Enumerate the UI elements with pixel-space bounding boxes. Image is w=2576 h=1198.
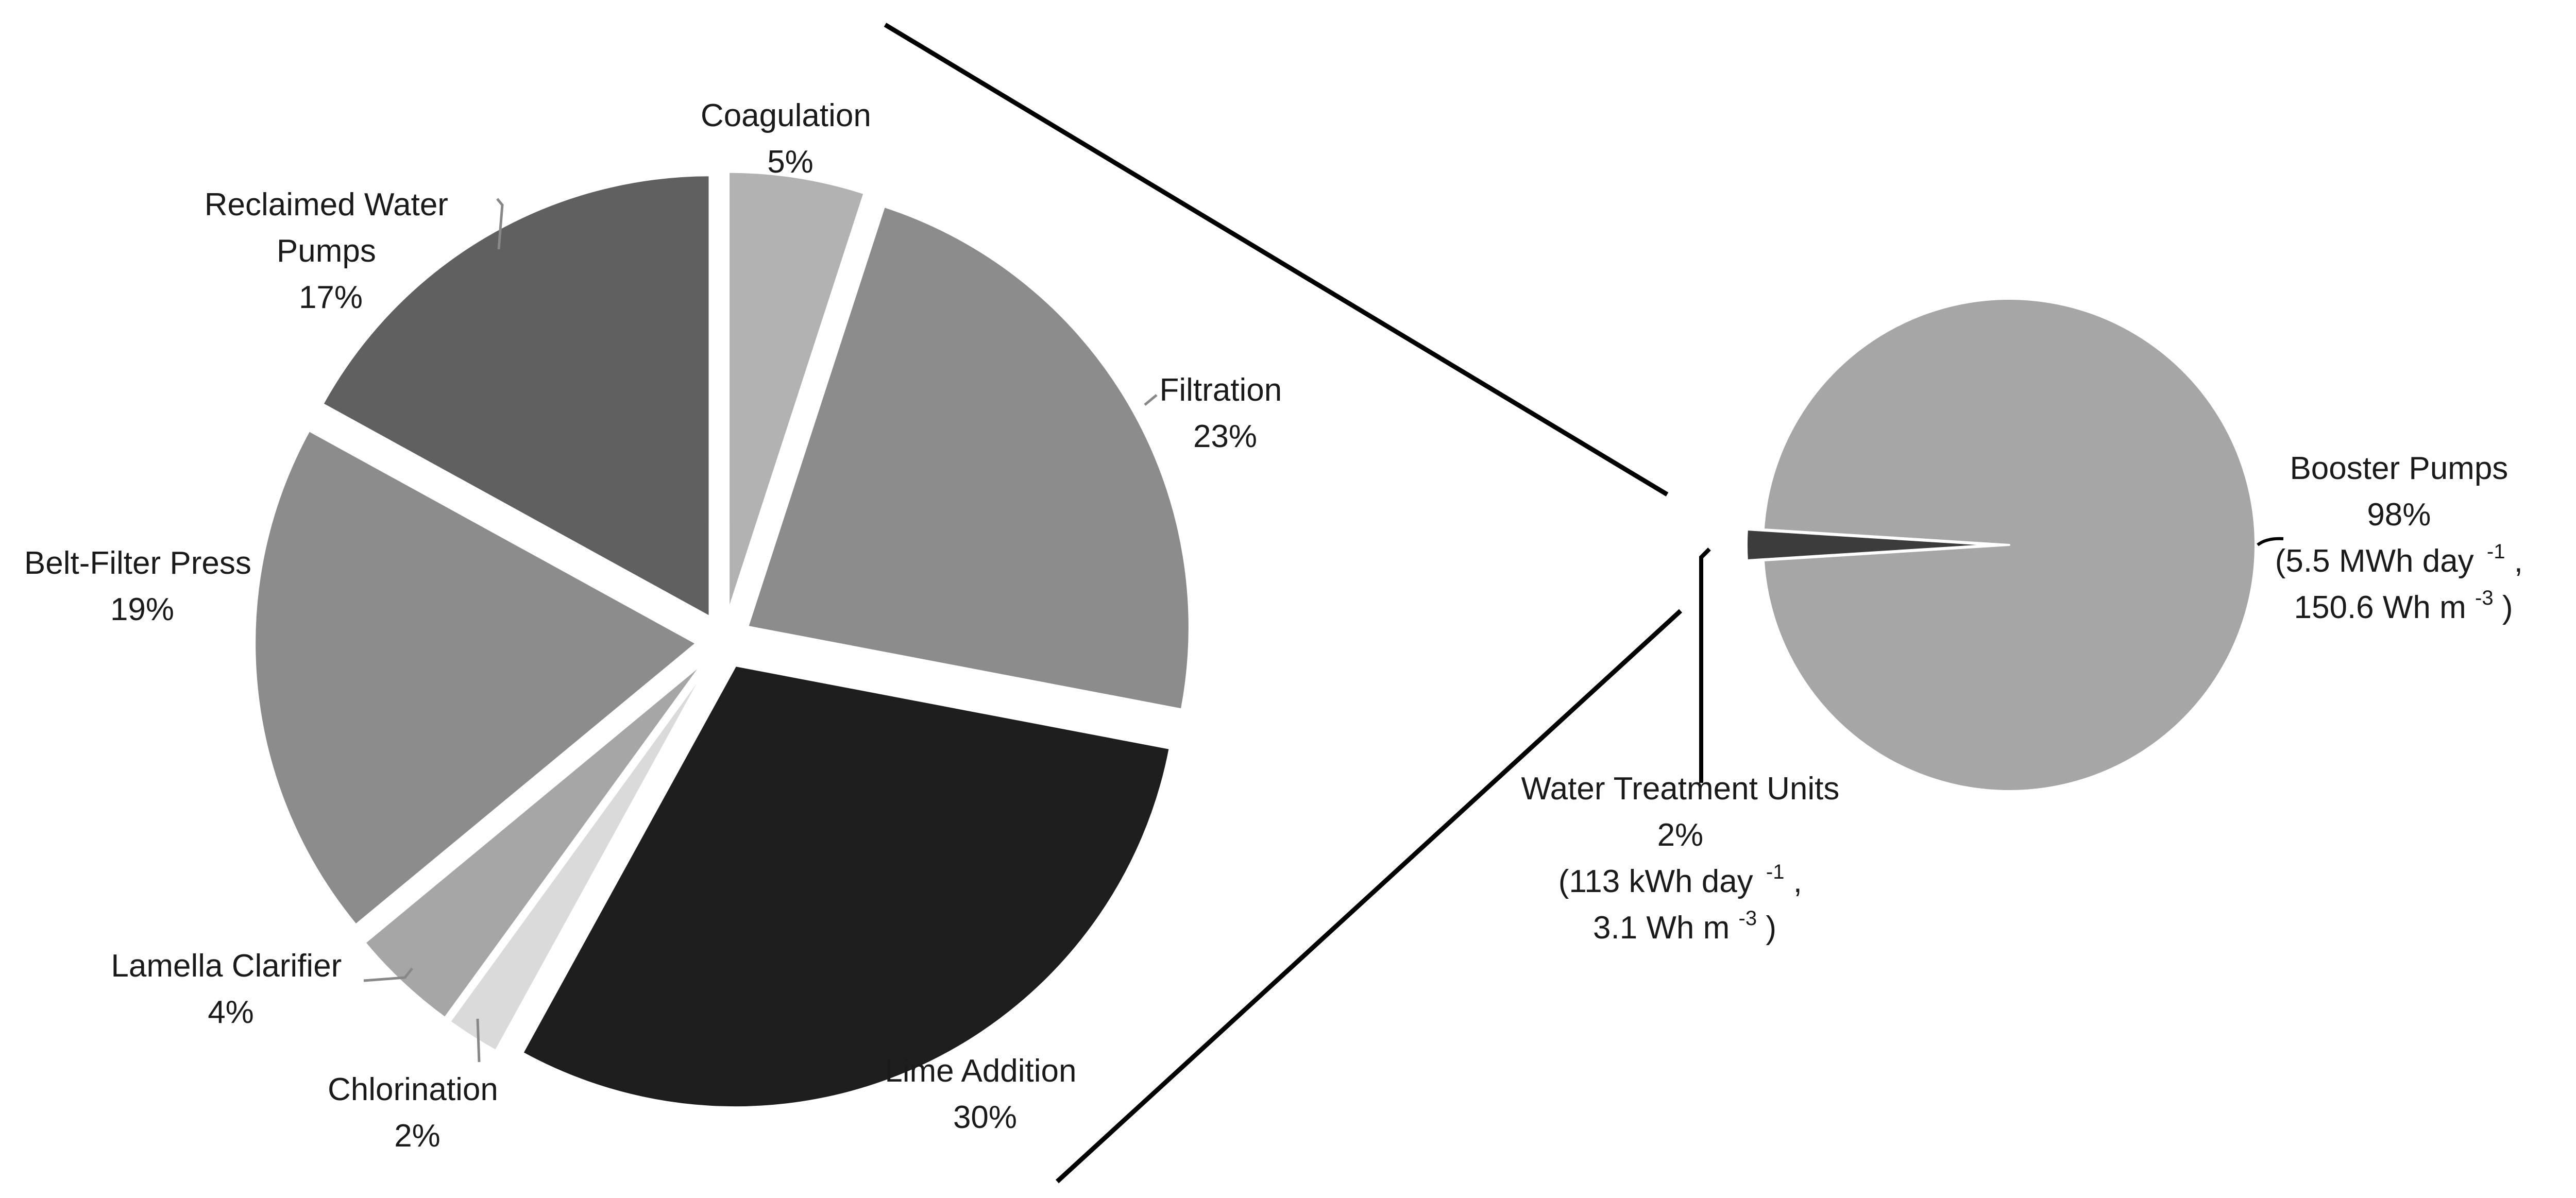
slice-detail-line2: 3.1 Wh m -3 ) <box>1593 897 1776 946</box>
label-filtration: Filtration 23% <box>1160 372 1291 454</box>
pie-slice-belt-filter-press <box>252 428 699 928</box>
slice-label-name-line1: Reclaimed Water <box>205 187 448 223</box>
connector-line-top <box>884 23 1669 497</box>
slice-label-percent: 19% <box>110 592 174 627</box>
leader-booster-pumps <box>2257 537 2284 546</box>
label-water-treatment-units: Water Treatment Units 2% (113 kWh day -1… <box>1521 771 1848 946</box>
slice-label-percent: 2% <box>1657 817 1704 853</box>
slice-detail-line2: 150.6 Wh m -3 ) <box>2294 576 2513 625</box>
slice-label-percent: 30% <box>953 1100 1017 1135</box>
slice-detail-superscript: -3 <box>2475 587 2494 609</box>
slice-detail-tail: ) <box>1766 910 1776 946</box>
slice-detail-tail: ) <box>2502 590 2513 625</box>
slice-detail-line1: (113 kWh day -1 , <box>1558 850 1811 899</box>
slice-label-percent: 5% <box>767 144 814 180</box>
pie-slice-reclaimed-water-pumps <box>320 173 712 620</box>
slice-detail-value: 3.1 Wh m <box>1593 910 1730 946</box>
slice-detail-tail: , <box>2514 543 2523 579</box>
pie-slice-coagulation <box>726 169 867 616</box>
label-lamella-clarifier: Lamella Clarifier 4% <box>111 948 350 1030</box>
slice-detail-superscript: -1 <box>2487 540 2505 563</box>
slice-label-name: Chlorination <box>328 1072 498 1107</box>
slice-label-name-line2: Pumps <box>277 233 376 269</box>
pie-slice-lime-addition <box>520 663 1172 1110</box>
slice-label-name: Booster Pumps <box>2290 451 2508 486</box>
pie-slice-lamella-clarifier <box>362 658 707 1020</box>
pie-slice-water-treatment-units <box>1745 528 1994 561</box>
label-reclaimed-water-pumps: Reclaimed Water Pumps 17% <box>205 187 457 315</box>
slice-detail-line1: (5.5 MWh day -1 , <box>2275 530 2532 579</box>
pie-slice-filtration <box>745 204 1192 712</box>
slice-label-name: Coagulation <box>701 98 871 133</box>
slice-label-percent: 4% <box>208 995 254 1030</box>
slice-detail-value: (113 kWh day <box>1558 864 1753 899</box>
slice-label-percent: 23% <box>1193 419 1257 454</box>
label-belt-filter-press: Belt-Filter Press 19% <box>24 545 260 627</box>
leader-reclaimed-water-pumps <box>496 198 504 250</box>
slice-detail-tail: , <box>1793 864 1802 899</box>
connector-line-bottom <box>1055 609 1683 1184</box>
slice-label-name: Belt-Filter Press <box>24 545 251 581</box>
slice-detail-value: 150.6 Wh m <box>2294 590 2466 625</box>
slice-label-percent: 17% <box>299 280 363 315</box>
slice-label-name: Lamella Clarifier <box>111 948 342 984</box>
right-pie <box>1745 298 2257 792</box>
label-booster-pumps: Booster Pumps 98% (5.5 MWh day -1 , 150.… <box>2275 451 2532 625</box>
slice-detail-value: (5.5 MWh day <box>2275 543 2474 579</box>
leader-filtration <box>1144 394 1158 406</box>
slice-label-name: Lime Addition <box>885 1053 1076 1089</box>
slice-label-percent: 98% <box>2367 497 2431 533</box>
label-chlorination: Chlorination 2% <box>328 1072 507 1154</box>
pie-slice-chlorination <box>447 661 711 1053</box>
leader-water-treatment-units <box>1699 547 1711 783</box>
left-pie <box>252 169 1192 1110</box>
slice-label-percent: 2% <box>394 1118 440 1154</box>
slice-label-name: Water Treatment Units <box>1521 771 1839 807</box>
slice-label-name: Filtration <box>1160 372 1282 408</box>
label-coagulation: Coagulation 5% <box>701 98 880 180</box>
leader-chlorination <box>476 1018 481 1063</box>
leader-lamella-clarifier <box>363 967 413 982</box>
slice-detail-superscript: -1 <box>1766 861 1785 883</box>
label-lime-addition: Lime Addition 30% <box>885 1053 1085 1135</box>
pie-slice-booster-pumps <box>1762 298 2257 792</box>
slice-detail-superscript: -3 <box>1739 907 1757 930</box>
